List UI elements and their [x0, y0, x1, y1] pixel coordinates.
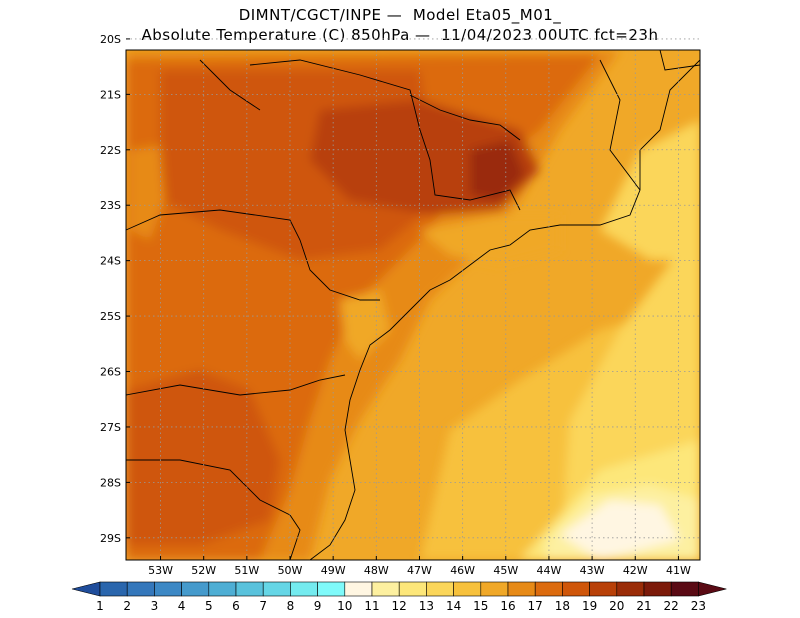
lon-tick-label: 51W	[234, 564, 259, 577]
colorbar-label: 14	[446, 599, 461, 613]
colorbar-swatch	[371, 581, 400, 597]
colorbar-label: 7	[259, 599, 267, 613]
lat-tick-label: 27S	[100, 421, 121, 434]
colorbar-swatch	[181, 581, 210, 597]
colorbar-label: 13	[419, 599, 434, 613]
lon-tick-label: 50W	[278, 564, 303, 577]
lat-tick-label: 29S	[100, 532, 121, 545]
colorbar-swatch	[208, 581, 237, 597]
colorbar-label: 15	[473, 599, 488, 613]
colorbar: 1 2 3 4 5 6 7 8 9 10 11 12 13 14 15 16 17 18 19 20 21 22 23	[71, 581, 727, 613]
colorbar-label: 21	[636, 599, 651, 613]
coastline-borders	[126, 50, 700, 560]
colorbar-swatch	[562, 581, 590, 597]
lon-tick-label: 49W	[321, 564, 346, 577]
colorbar-swatch	[670, 581, 699, 597]
lon-tick-label: 53W	[148, 564, 173, 577]
colorbar-label: 3	[151, 599, 159, 613]
colorbar-swatch	[99, 581, 128, 597]
colorbar-swatch	[262, 581, 291, 597]
lat-tick-label: 23S	[100, 199, 121, 212]
lon-tick-label: 47W	[407, 564, 432, 577]
lon-tick-label: 43W	[580, 564, 605, 577]
colorbar-swatch	[589, 581, 618, 597]
colorbar-swatch	[643, 581, 672, 597]
colorbar-label: 18	[555, 599, 570, 613]
colorbar-label: 22	[664, 599, 679, 613]
lat-tick-label: 25S	[100, 310, 121, 323]
colorbar-swatch	[616, 581, 645, 597]
colorbar-label: 16	[500, 599, 515, 613]
colorbar-label: 2	[123, 599, 131, 613]
latitude-axis: 20S 21S 22S 23S 24S 25S 26S 27S 28S 29S	[100, 33, 130, 545]
lat-tick-label: 26S	[100, 366, 121, 379]
map-title-line1: DIMNT/CGCT/INPE — Model Eta05_M01_	[238, 6, 562, 24]
lat-tick-label: 24S	[100, 255, 121, 268]
colorbar-label: 9	[314, 599, 322, 613]
map-title-line2: Absolute Temperature (C) 850hPa — 11/04/…	[141, 26, 659, 44]
lon-tick-label: 45W	[493, 564, 518, 577]
colorbar-swatch	[507, 581, 536, 597]
lat-tick-label: 22S	[100, 144, 121, 157]
colorbar-swatch	[534, 581, 563, 597]
lon-tick-label: 48W	[364, 564, 389, 577]
lat-lon-grid	[126, 38, 700, 560]
lon-tick-label: 42W	[623, 564, 648, 577]
colorbar-swatch	[344, 581, 373, 597]
lon-tick-label: 44W	[537, 564, 562, 577]
colorbar-label: 8	[287, 599, 295, 613]
colorbar-label: 1	[96, 599, 104, 613]
colorbar-swatch	[317, 581, 346, 597]
lon-tick-label: 46W	[450, 564, 475, 577]
colorbar-swatch	[426, 581, 454, 597]
colorbar-label: 11	[364, 599, 379, 613]
colorbar-label: 23	[691, 599, 706, 613]
colorbar-swatch	[290, 581, 318, 597]
colorbar-label: 17	[528, 599, 543, 613]
colorbar-label: 12	[392, 599, 407, 613]
colorbar-swatch	[398, 581, 427, 597]
colorbar-arrow-low	[71, 581, 101, 597]
colorbar-swatch	[480, 581, 509, 597]
colorbar-swatch	[235, 581, 264, 597]
lon-tick-label: 52W	[191, 564, 216, 577]
colorbar-label: 4	[178, 599, 186, 613]
map-frame	[125, 49, 701, 561]
longitude-axis: 53W 52W 51W 50W 49W 48W 47W 46W 45W 44W 43W 42W 41W	[148, 556, 691, 577]
lat-tick-label: 28S	[100, 476, 121, 489]
colorbar-swatch	[453, 581, 482, 597]
colorbar-label: 20	[609, 599, 624, 613]
colorbar-label: 6	[232, 599, 240, 613]
colorbar-label: 19	[582, 599, 597, 613]
colorbar-label: 10	[337, 599, 352, 613]
lat-tick-label: 21S	[100, 88, 121, 101]
colorbar-arrow-high	[698, 581, 727, 597]
lat-tick-label: 20S	[100, 33, 121, 46]
colorbar-swatch	[154, 581, 182, 597]
temperature-field	[126, 50, 700, 560]
colorbar-label: 5	[205, 599, 213, 613]
colorbar-swatch	[126, 581, 155, 597]
lon-tick-label: 41W	[666, 564, 691, 577]
